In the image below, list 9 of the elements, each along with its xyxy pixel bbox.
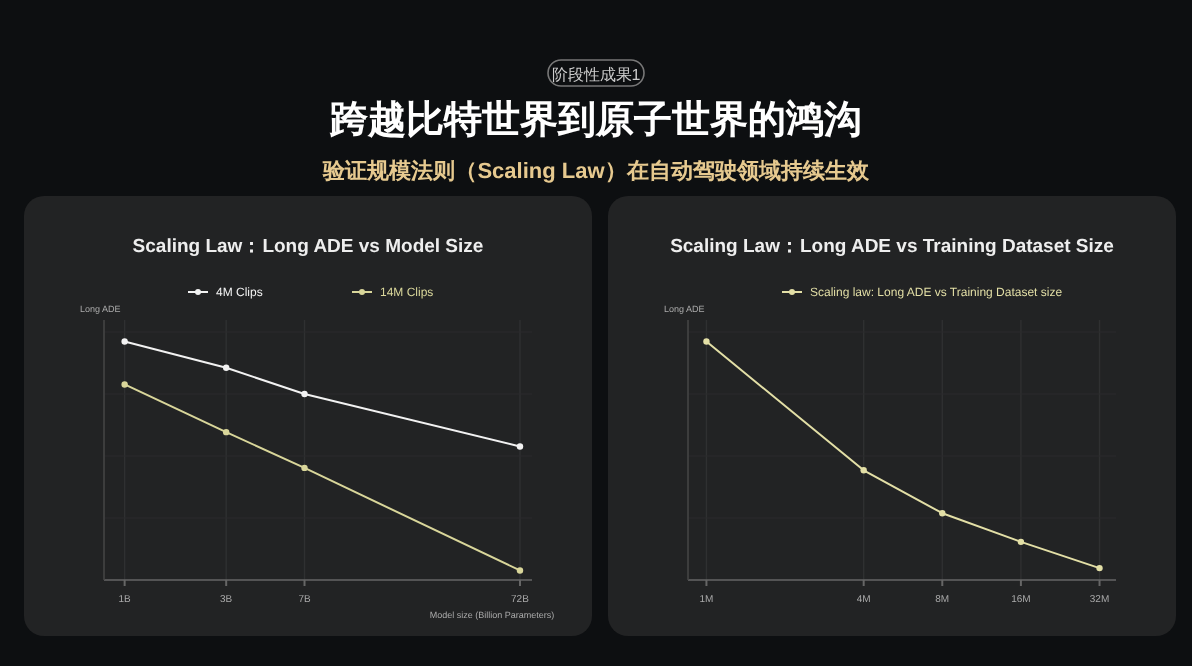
point <box>939 510 946 517</box>
text: 跨越比特世界到原子世界的鸿沟 <box>328 98 862 142</box>
text: 验证规模法则（Scaling Law）在自动驾驶领域持续生效 <box>321 158 871 184</box>
point <box>1096 564 1103 572</box>
point <box>1017 538 1025 546</box>
text: 阶段性成果1 <box>551 66 642 84</box>
chart-title: Scaling Law：Long ADE vs Model Size <box>132 236 484 258</box>
chart-title: Scaling Law：Long ADE vs Training Dataset Size <box>670 236 1114 258</box>
point <box>860 467 867 474</box>
